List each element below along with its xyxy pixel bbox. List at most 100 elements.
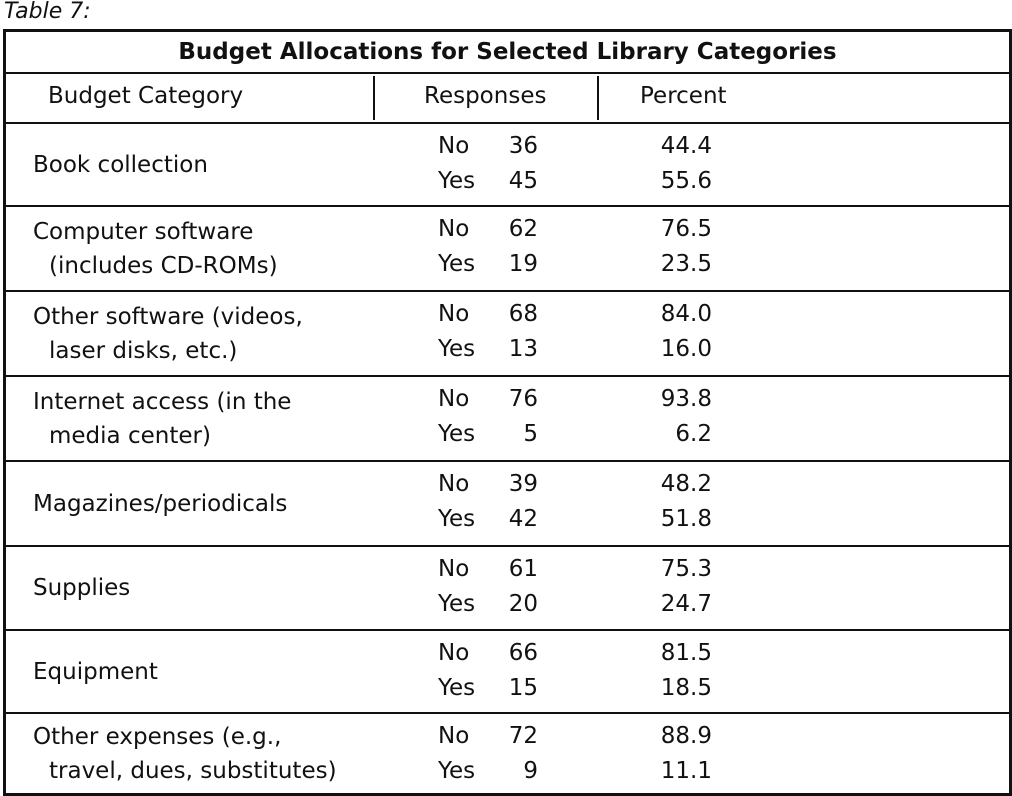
response-percent: 16.0 [660, 336, 712, 362]
response-count: 9 [523, 758, 538, 784]
category-line-1: Other expenses (e.g., [33, 723, 282, 750]
response-percent: 23.5 [660, 251, 712, 277]
response-label: No [438, 640, 470, 666]
category-line-1: Other software (videos, [33, 303, 303, 330]
header-divider-2 [597, 76, 599, 120]
response-row-yes: Yes 42 51.8 [6, 502, 1009, 537]
response-row-yes: Yes 45 55.6 [6, 164, 1009, 199]
category-line-2: travel, dues, substitutes) [49, 757, 337, 784]
category-cell: Book collection [33, 124, 208, 205]
category-line-2: laser disks, etc.) [49, 337, 238, 364]
response-count: 76 [508, 386, 538, 412]
response-percent: 51.8 [660, 506, 712, 532]
response-percent: 48.2 [660, 471, 712, 497]
response-label: Yes [438, 336, 476, 362]
category-line-2: media center) [49, 422, 211, 449]
table-row: Internet access (in the media center) No… [6, 377, 1009, 462]
table-row: Equipment No 66 81.5 Yes 15 18.5 [6, 631, 1009, 714]
response-count: 20 [508, 591, 538, 617]
header-percent: Percent [640, 83, 727, 109]
response-label: No [438, 471, 470, 497]
response-percent: 93.8 [660, 386, 712, 412]
budget-table: Budget Allocations for Selected Library … [3, 29, 1012, 796]
response-row-no: No 66 81.5 [6, 636, 1009, 671]
category-line-2: (includes CD-ROMs) [49, 252, 278, 279]
response-row-no: No 61 75.3 [6, 552, 1009, 587]
table-row: Magazines/periodicals No 39 48.2 Yes 42 … [6, 462, 1009, 547]
category-cell: Other software (videos, laser disks, etc… [33, 292, 303, 375]
response-percent: 18.5 [660, 675, 712, 701]
response-percent: 55.6 [660, 168, 712, 194]
response-label: Yes [438, 251, 476, 277]
header-divider-1 [373, 76, 375, 120]
category-cell: Computer software (includes CD-ROMs) [33, 207, 278, 290]
response-count: 39 [508, 471, 538, 497]
table-caption: Table 7: [4, 0, 91, 24]
response-percent: 81.5 [660, 640, 712, 666]
response-percent: 75.3 [660, 556, 712, 582]
response-label: Yes [438, 506, 476, 532]
response-count: 45 [508, 168, 538, 194]
response-label: Yes [438, 421, 476, 447]
response-count: 42 [508, 506, 538, 532]
response-count: 36 [508, 133, 538, 159]
response-row-yes: Yes 19 23.5 [6, 247, 1009, 282]
category-line-1: Book collection [33, 151, 208, 178]
response-count: 19 [508, 251, 538, 277]
response-row-yes: Yes 5 6.2 [6, 417, 1009, 452]
response-label: No [438, 386, 470, 412]
response-label: No [438, 556, 470, 582]
category-line-1: Equipment [33, 658, 158, 685]
response-percent: 44.4 [660, 133, 712, 159]
table-row: Supplies No 61 75.3 Yes 20 24.7 [6, 547, 1009, 631]
response-percent: 6.2 [675, 421, 712, 447]
response-row-no: No 36 44.4 [6, 129, 1009, 164]
category-cell: Equipment [33, 631, 158, 712]
category-cell: Magazines/periodicals [33, 462, 287, 545]
response-label: Yes [438, 168, 476, 194]
response-percent: 76.5 [660, 216, 712, 242]
response-percent: 11.1 [660, 758, 712, 784]
table-header: Budget Category Responses Percent [6, 74, 1009, 124]
category-line-1: Magazines/periodicals [33, 490, 288, 517]
table-row: Computer software (includes CD-ROMs) No … [6, 207, 1009, 292]
table-title: Budget Allocations for Selected Library … [6, 32, 1009, 74]
response-percent: 88.9 [660, 723, 712, 749]
response-percent: 24.7 [660, 591, 712, 617]
response-label: No [438, 133, 470, 159]
category-line-1: Internet access (in the [33, 388, 292, 415]
response-row-no: No 72 88.9 [6, 719, 1009, 754]
response-count: 68 [508, 301, 538, 327]
response-row-no: No 76 93.8 [6, 382, 1009, 417]
response-row-yes: Yes 20 24.7 [6, 587, 1009, 622]
table-row: Other software (videos, laser disks, etc… [6, 292, 1009, 377]
response-row-yes: Yes 15 18.5 [6, 671, 1009, 706]
response-count: 61 [508, 556, 538, 582]
header-responses: Responses [424, 83, 547, 109]
table-row: Book collection No 36 44.4 Yes 45 55.6 [6, 124, 1009, 207]
response-label: Yes [438, 591, 476, 617]
response-row-yes: Yes 9 11.1 [6, 754, 1009, 789]
category-cell: Other expenses (e.g., travel, dues, subs… [33, 714, 337, 793]
response-label: No [438, 216, 470, 242]
response-label: Yes [438, 758, 476, 784]
response-row-no: No 62 76.5 [6, 212, 1009, 247]
response-count: 66 [508, 640, 538, 666]
response-label: Yes [438, 675, 476, 701]
response-row-yes: Yes 13 16.0 [6, 332, 1009, 367]
response-label: No [438, 301, 470, 327]
response-count: 15 [508, 675, 538, 701]
header-budget-category: Budget Category [48, 83, 244, 109]
category-line-1: Computer software [33, 218, 254, 245]
category-line-1: Supplies [33, 575, 131, 601]
response-count: 72 [508, 723, 538, 749]
response-row-no: No 68 84.0 [6, 297, 1009, 332]
response-count: 62 [508, 216, 538, 242]
response-count: 13 [508, 336, 538, 362]
table-row: Other expenses (e.g., travel, dues, subs… [6, 714, 1009, 793]
category-cell: Supplies [33, 547, 130, 629]
response-count: 5 [523, 421, 538, 447]
response-label: No [438, 723, 470, 749]
category-cell: Internet access (in the media center) [33, 377, 291, 460]
response-percent: 84.0 [660, 301, 712, 327]
